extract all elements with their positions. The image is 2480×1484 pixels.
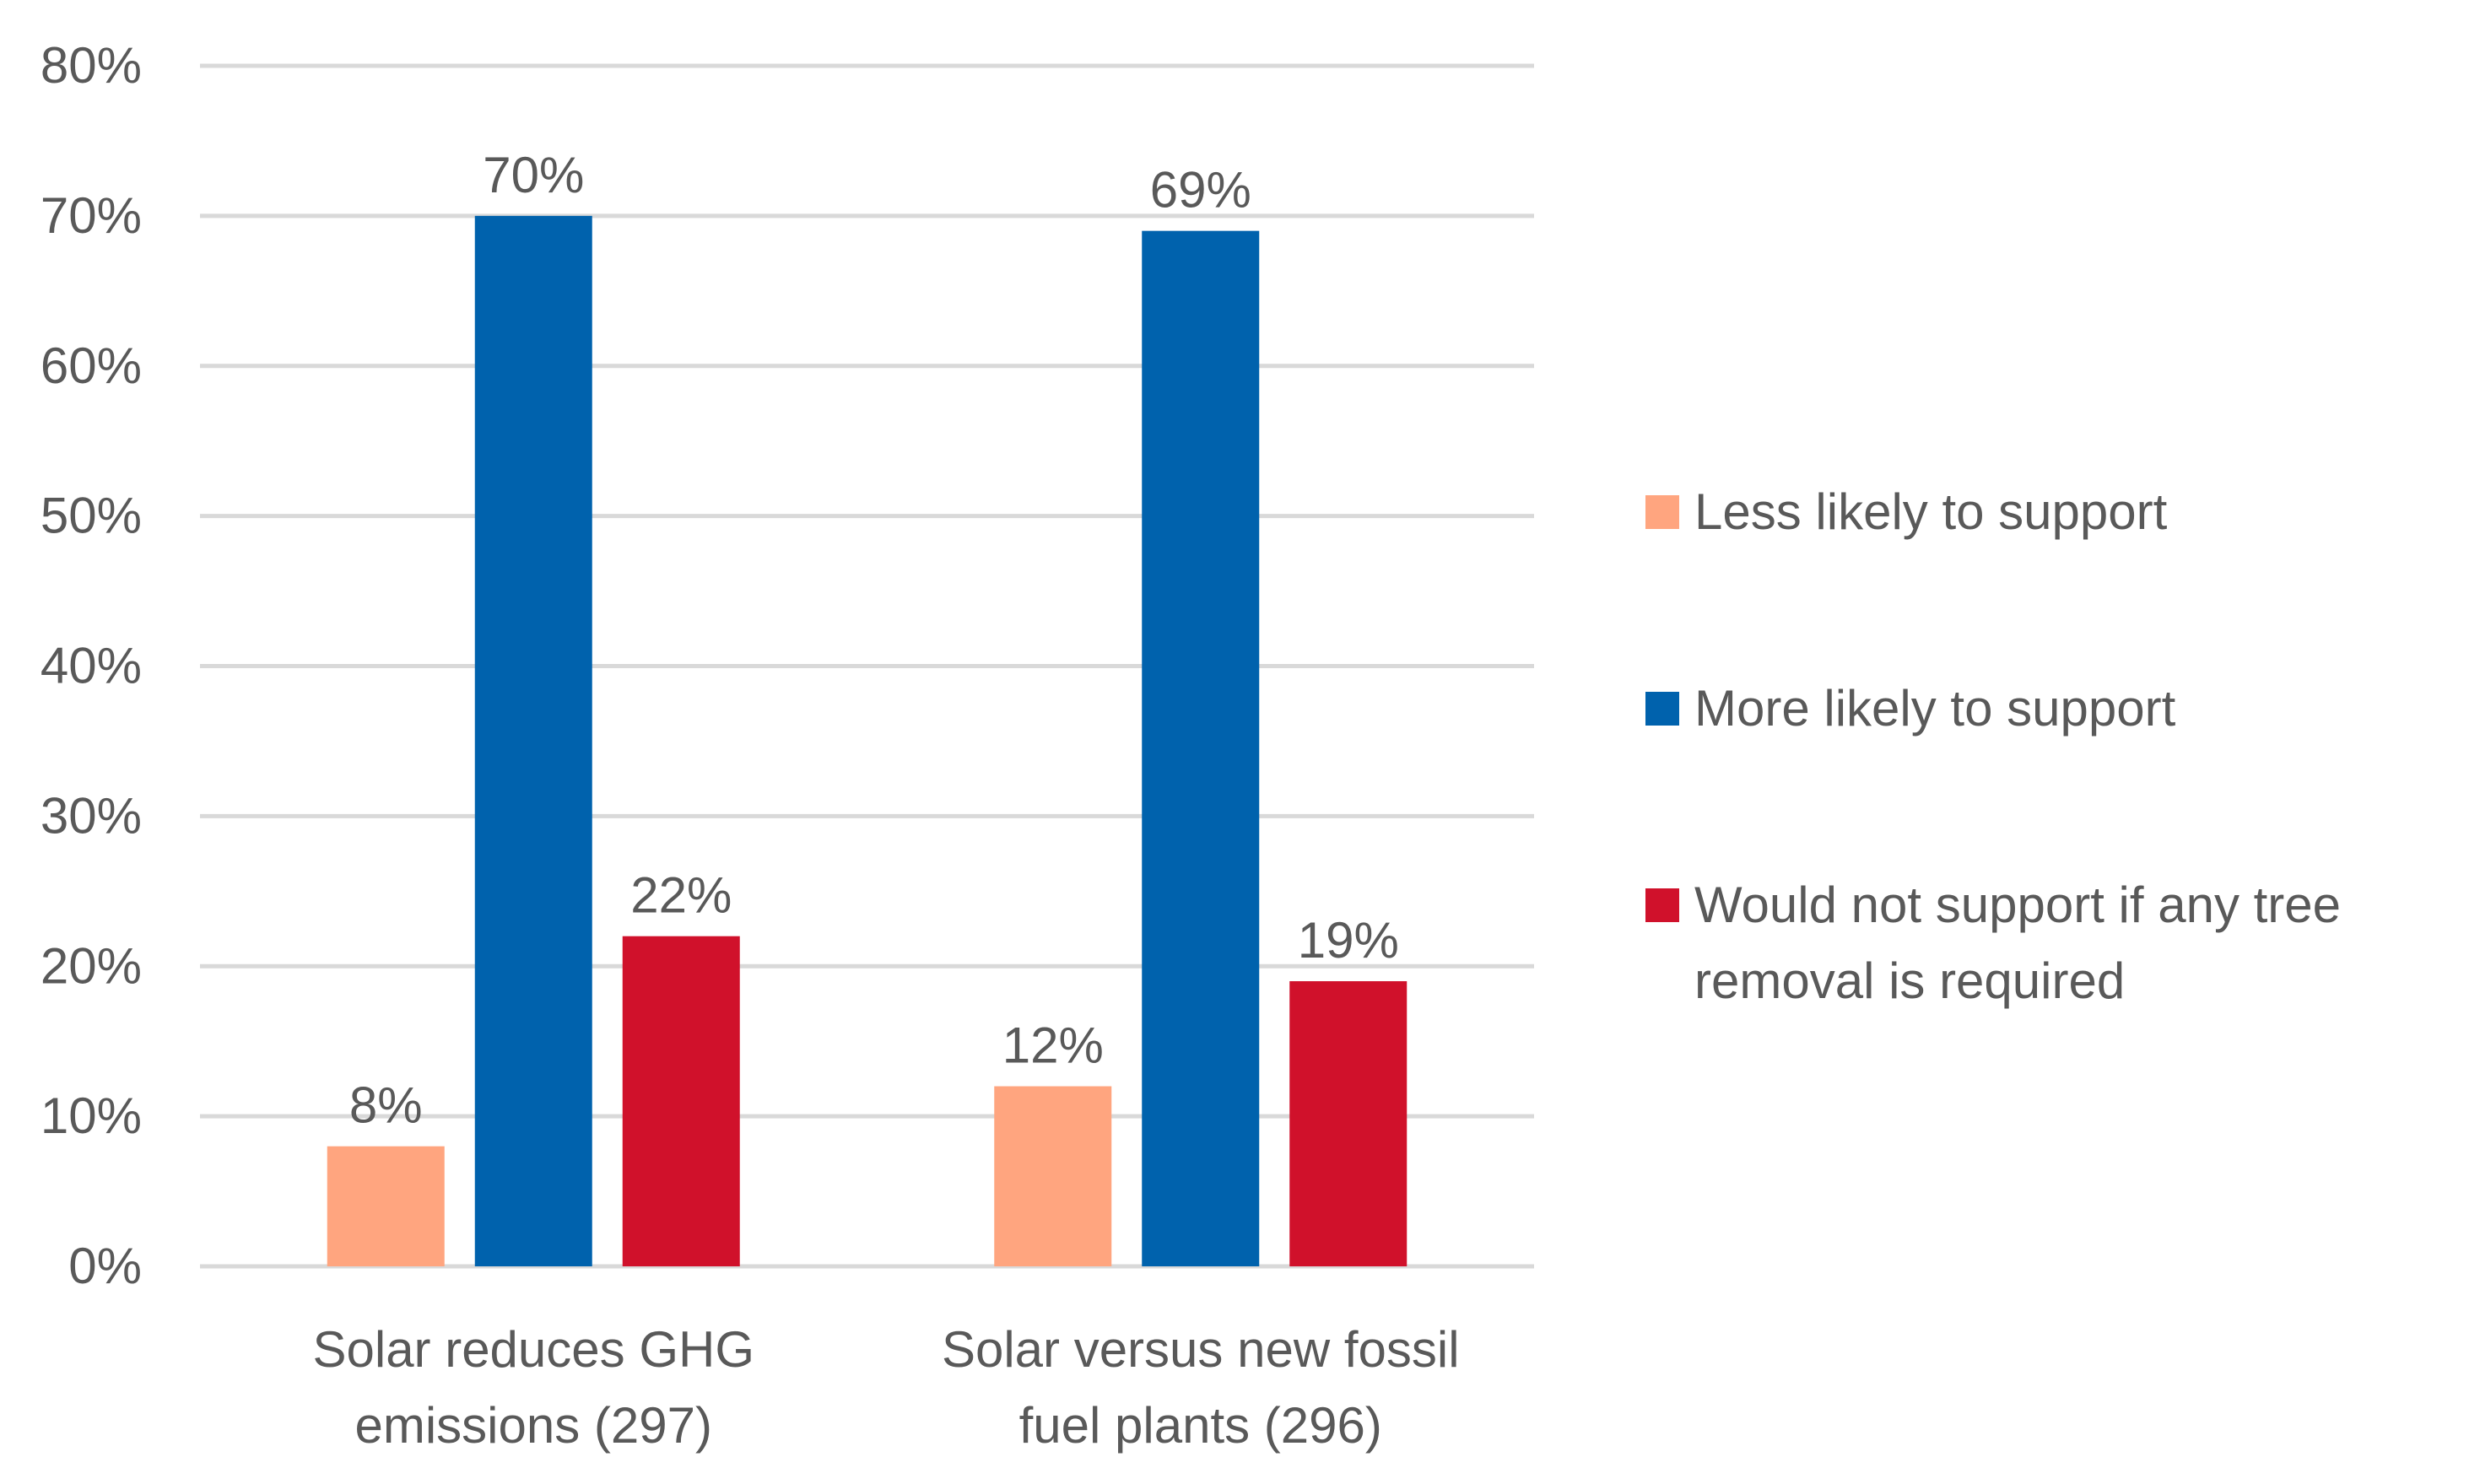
legend-swatch: [1645, 495, 1679, 529]
y-tick-label: 60%: [41, 337, 142, 394]
y-tick-label: 70%: [41, 187, 142, 244]
bar: [1142, 230, 1260, 1267]
legend-label: Less likely to support: [1694, 483, 2168, 540]
bar: [327, 1146, 445, 1266]
data-label: 8%: [349, 1077, 423, 1134]
data-label: 22%: [630, 867, 732, 924]
y-tick-label: 20%: [41, 937, 142, 994]
bar: [994, 1086, 1112, 1266]
data-label: 69%: [1150, 162, 1251, 219]
gridlines: [200, 63, 1534, 1269]
data-label: 19%: [1298, 912, 1399, 969]
legend-label: More likely to support: [1694, 680, 2176, 737]
data-label: 12%: [1002, 1017, 1104, 1074]
x-category-label: emissions (297): [355, 1397, 713, 1454]
bar: [1289, 981, 1407, 1266]
y-tick-label: 30%: [41, 787, 142, 844]
legend-swatch: [1645, 692, 1679, 726]
y-tick-label: 50%: [41, 488, 142, 544]
legend-label: removal is required: [1694, 952, 2125, 1009]
y-tick-label: 10%: [41, 1087, 142, 1144]
data-label: 70%: [483, 147, 584, 203]
x-category-label: Solar versus new fossil: [942, 1321, 1460, 1378]
x-category-label: Solar reduces GHG: [312, 1321, 754, 1378]
legend: Less likely to support More likely to sup…: [1645, 483, 2341, 1009]
x-axis-category-labels: Solar reduces GHG emissions (297) Solar ve…: [312, 1321, 1459, 1454]
bar: [622, 936, 740, 1266]
bar: [474, 215, 592, 1266]
y-axis-tick-labels: 0% 10% 20% 30% 40% 50% 60% 70% 80%: [41, 37, 142, 1294]
y-tick-label: 40%: [41, 638, 142, 694]
legend-swatch: [1645, 888, 1679, 922]
data-labels: 8% 70% 22% 12% 69% 19%: [349, 147, 1399, 1134]
bars: [327, 215, 1407, 1267]
y-tick-label: 80%: [41, 37, 142, 94]
legend-label: Would not support if any tree: [1694, 877, 2341, 933]
y-tick-label: 0%: [68, 1238, 142, 1294]
x-category-label: fuel plants (296): [1019, 1397, 1382, 1454]
